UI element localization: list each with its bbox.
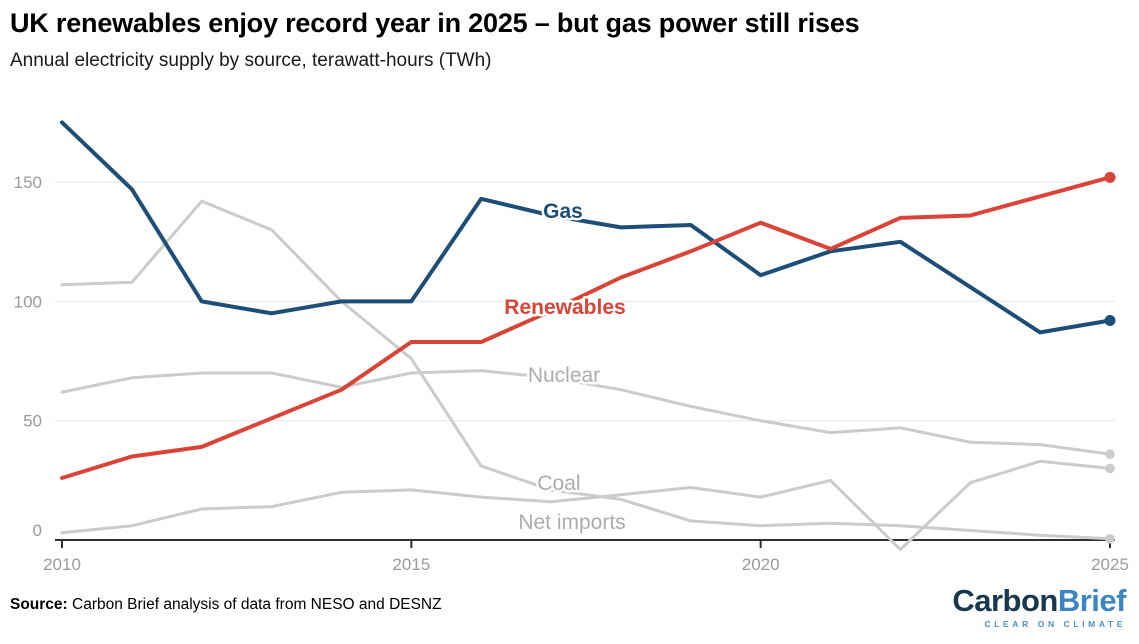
x-tick-label-2025: 2025 [1091,555,1129,574]
logo-word-carbon: Carbon [952,583,1058,618]
page-title: UK renewables enjoy record year in 2025 … [10,8,860,38]
y-tick-label-50: 50 [23,412,42,431]
series-label-nuclear: Nuclear [528,364,600,387]
series-end-dot-coal [1105,534,1115,544]
y-tick-label-150: 150 [14,173,42,192]
series-end-dot-net-imports [1105,463,1115,474]
series-line-gas [60,120,1112,335]
source-label: Source: [10,596,68,613]
series-line-coal [60,199,1112,541]
series-end-dot-renewables [1104,171,1116,183]
x-tick-label-2015: 2015 [392,555,430,574]
x-tick-label-2010: 2010 [43,555,81,574]
x-tick-label-2020: 2020 [742,555,780,574]
series-end-dot-gas [1104,314,1116,326]
series-line-net-imports [60,459,1112,551]
y-tick-label-0: 0 [33,521,42,540]
logo-word-brief: Brief [1057,583,1127,618]
series-label-net-imports: Net imports [518,511,625,534]
source-text: Carbon Brief analysis of data from NESO … [67,596,442,613]
series-line-renewables [60,175,1112,480]
source-note: Source: Carbon Brief analysis of data fr… [10,596,442,614]
y-tick-label-100: 100 [14,292,42,311]
series-line-nuclear [60,369,1112,456]
carbonbrief-wordmark: CarbonBrief [952,585,1126,616]
series-label-gas: Gas [543,200,583,223]
logo-tagline: CLEAR ON CLIMATE [984,619,1126,629]
page-subtitle: Annual electricity supply by source, ter… [10,50,492,71]
series-label-renewables: Renewables [504,296,625,319]
series-label-coal: Coal [537,472,580,495]
series-end-dot-nuclear [1105,449,1115,459]
carbonbrief-logo: CarbonBrief CLEAR ON CLIMATE [952,585,1126,629]
